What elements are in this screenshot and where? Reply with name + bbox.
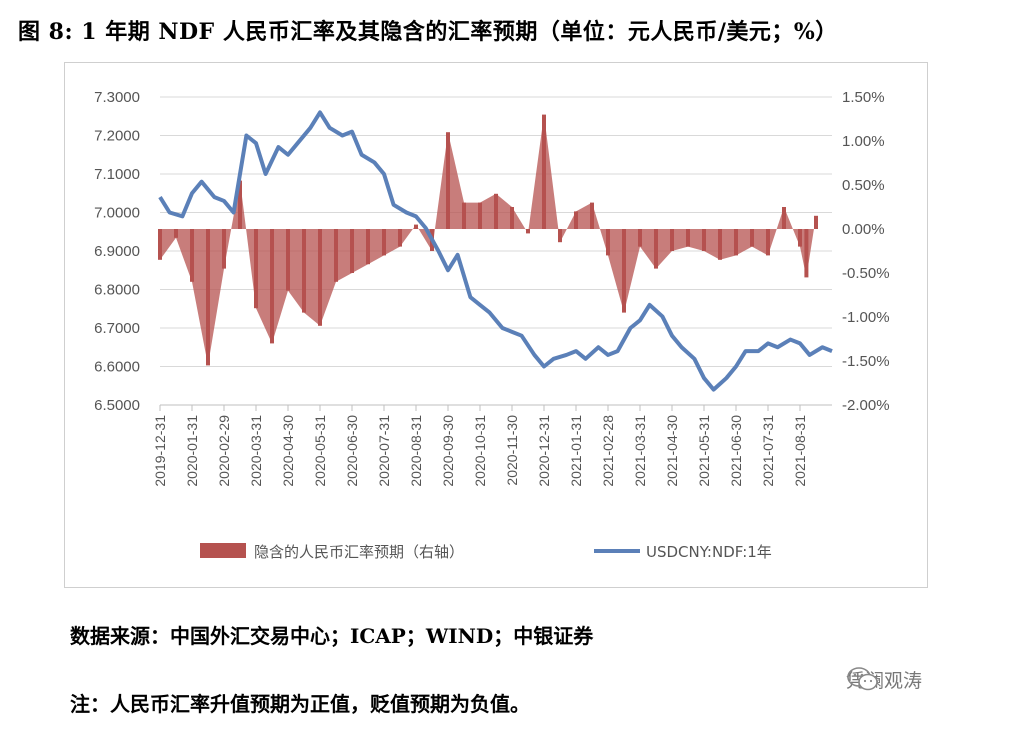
x-tick-label: 2021-06-30 bbox=[728, 415, 744, 487]
line-series-usdcny-ndf bbox=[158, 110, 833, 392]
y-left-tick-label: 7.2000 bbox=[94, 128, 140, 145]
bar-series-area bbox=[160, 114, 816, 366]
y-right-tick-label: -1.50% bbox=[842, 353, 890, 370]
watermark: 凭澜观涛 bbox=[846, 666, 922, 693]
y-left-tick-label: 6.7000 bbox=[94, 320, 140, 337]
y-left-tick-label: 7.3000 bbox=[94, 89, 140, 106]
y-right-tick-label: 0.50% bbox=[842, 177, 885, 194]
y-right-tick-label: -2.00% bbox=[842, 397, 890, 414]
x-tick-label: 2020-11-30 bbox=[504, 415, 520, 486]
y-left-tick-label: 6.6000 bbox=[94, 359, 140, 376]
x-tick-label: 2020-01-31 bbox=[184, 415, 200, 487]
legend-swatch-bar bbox=[200, 543, 246, 558]
y-left-tick-label: 6.8000 bbox=[94, 282, 140, 299]
x-tick-label: 2020-08-31 bbox=[408, 415, 424, 487]
wechat-icon bbox=[847, 667, 878, 691]
x-tick-label: 2021-08-31 bbox=[792, 415, 808, 487]
x-tick-label: 2021-07-31 bbox=[760, 415, 776, 487]
x-tick-label: 2020-04-30 bbox=[280, 415, 296, 487]
y-right-tick-label: -0.50% bbox=[842, 265, 890, 282]
footnote: 注：人民币汇率升值预期为正值，贬值预期为负值。 bbox=[70, 692, 530, 716]
figure-title: 图 8: 1 年期 NDF 人民币汇率及其隐含的汇率预期（单位：元人民币/美元；… bbox=[18, 19, 838, 45]
y-left-tick-label: 7.0000 bbox=[94, 205, 140, 222]
x-tick-label: 2020-02-29 bbox=[216, 415, 232, 487]
x-tick-label: 2021-04-30 bbox=[664, 415, 680, 487]
x-tick-label: 2020-12-31 bbox=[536, 415, 552, 487]
x-tick-label: 2020-07-31 bbox=[376, 415, 392, 487]
y-right-tick-label: 1.50% bbox=[842, 89, 885, 106]
x-tick-label: 2019-12-31 bbox=[152, 415, 168, 487]
x-tick-label: 2020-09-30 bbox=[440, 415, 456, 487]
chart-svg: 7.3000 7.2000 7.1000 7.0000 6.9000 6.8000 6.70… bbox=[94, 89, 890, 561]
y-right-tick-label: -1.00% bbox=[842, 309, 890, 326]
legend-label-bar: 隐含的人民币汇率预期（右轴） bbox=[254, 543, 464, 561]
source-note: 数据来源：中国外汇交易中心；ICAP；WIND；中银证券 bbox=[70, 624, 594, 648]
x-tick-label: 2021-03-31 bbox=[632, 415, 648, 487]
legend-label-line: USDCNY:NDF:1年 bbox=[646, 543, 772, 561]
x-tick-label: 2020-05-31 bbox=[312, 415, 328, 487]
x-tick-label: 2020-10-31 bbox=[472, 415, 488, 487]
y-left-tick-label: 6.9000 bbox=[94, 243, 140, 260]
y-left-tick-label: 7.1000 bbox=[94, 166, 140, 183]
x-tick-label: 2021-02-28 bbox=[600, 415, 616, 487]
x-tick-label: 2020-06-30 bbox=[344, 415, 360, 487]
y-left-tick-label: 6.5000 bbox=[94, 397, 140, 414]
x-tick-label: 2020-03-31 bbox=[248, 415, 264, 487]
x-tick-label: 2021-01-31 bbox=[568, 415, 584, 487]
x-tick-label: 2021-05-31 bbox=[696, 415, 712, 487]
y-right-tick-label: 1.00% bbox=[842, 133, 885, 150]
y-right-tick-label: 0.00% bbox=[842, 221, 885, 238]
